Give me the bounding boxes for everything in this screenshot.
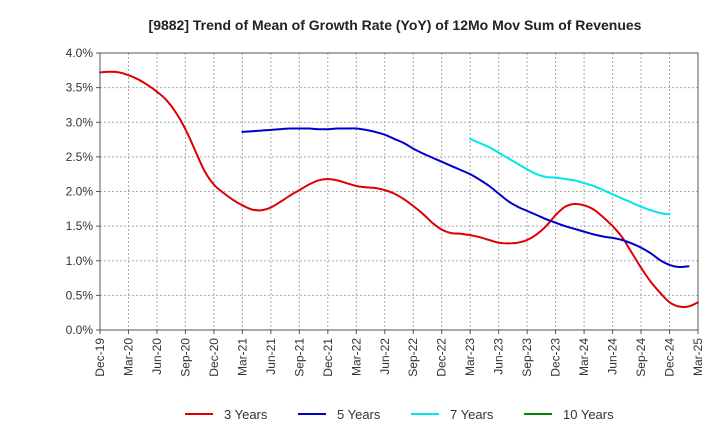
x-tick-label: Sep-24 <box>634 338 648 377</box>
legend-label-2: 5 Years <box>337 407 381 422</box>
x-tick-label: Jun-20 <box>150 338 164 375</box>
x-tick-label: Jun-22 <box>378 338 392 375</box>
y-tick-label: 3.0% <box>66 115 94 129</box>
series-line-3 <box>469 137 671 216</box>
legend-label-1: 3 Years <box>224 407 268 422</box>
x-tick-label: Mar-24 <box>577 338 591 376</box>
x-tick-label: Sep-23 <box>520 338 534 377</box>
legend-label-3: 7 Years <box>450 407 494 422</box>
plot-frame <box>99 52 699 331</box>
x-tick-label: Dec-23 <box>549 338 563 377</box>
y-tick-label: 1.0% <box>66 254 94 268</box>
y-tick-label: 2.0% <box>66 185 94 199</box>
x-tick-label: Mar-25 <box>691 338 705 376</box>
x-tick-label: Dec-24 <box>663 338 677 377</box>
legend: 3 Years 5 Years 7 Years 10 Years <box>185 407 614 422</box>
x-tick-label: Dec-22 <box>435 338 449 377</box>
y-tick-label: 3.5% <box>66 81 94 95</box>
chart-title: [9882] Trend of Mean of Growth Rate (YoY… <box>149 17 642 33</box>
series-line-1 <box>99 70 699 308</box>
x-tick-label: Dec-20 <box>207 338 221 377</box>
x-axis: Dec-19 Mar-20 Jun-20 Sep-20 Dec-20 Mar-21 Jun-… <box>93 330 705 377</box>
x-tick-label: Mar-20 <box>121 338 135 376</box>
x-tick-label: Sep-21 <box>292 338 306 377</box>
y-tick-label: 0.0% <box>66 323 94 337</box>
series-line-2 <box>241 127 690 269</box>
legend-label-4: 10 Years <box>563 407 614 422</box>
x-tick-label: Jun-21 <box>264 338 278 375</box>
x-tick-label: Mar-23 <box>463 338 477 376</box>
x-tick-label: Jun-24 <box>606 338 620 375</box>
x-tick-label: Mar-21 <box>235 338 249 376</box>
x-tick-label: Mar-22 <box>349 338 363 376</box>
x-tick-label: Dec-19 <box>93 338 107 377</box>
y-tick-label: 1.5% <box>66 219 94 233</box>
x-tick-label: Dec-21 <box>321 338 335 377</box>
y-tick-label: 0.5% <box>66 288 94 302</box>
x-tick-label: Jun-23 <box>492 338 506 375</box>
y-tick-label: 4.0% <box>66 46 94 60</box>
y-axis: 0.0% 0.5% 1.0% 1.5% 2.0% 2.5% 3.0% 3.5% 4.0% <box>66 46 100 337</box>
x-tick-label: Sep-22 <box>406 338 420 377</box>
y-tick-label: 2.5% <box>66 150 94 164</box>
plot-area <box>99 70 699 308</box>
x-tick-label: Sep-20 <box>178 338 192 377</box>
